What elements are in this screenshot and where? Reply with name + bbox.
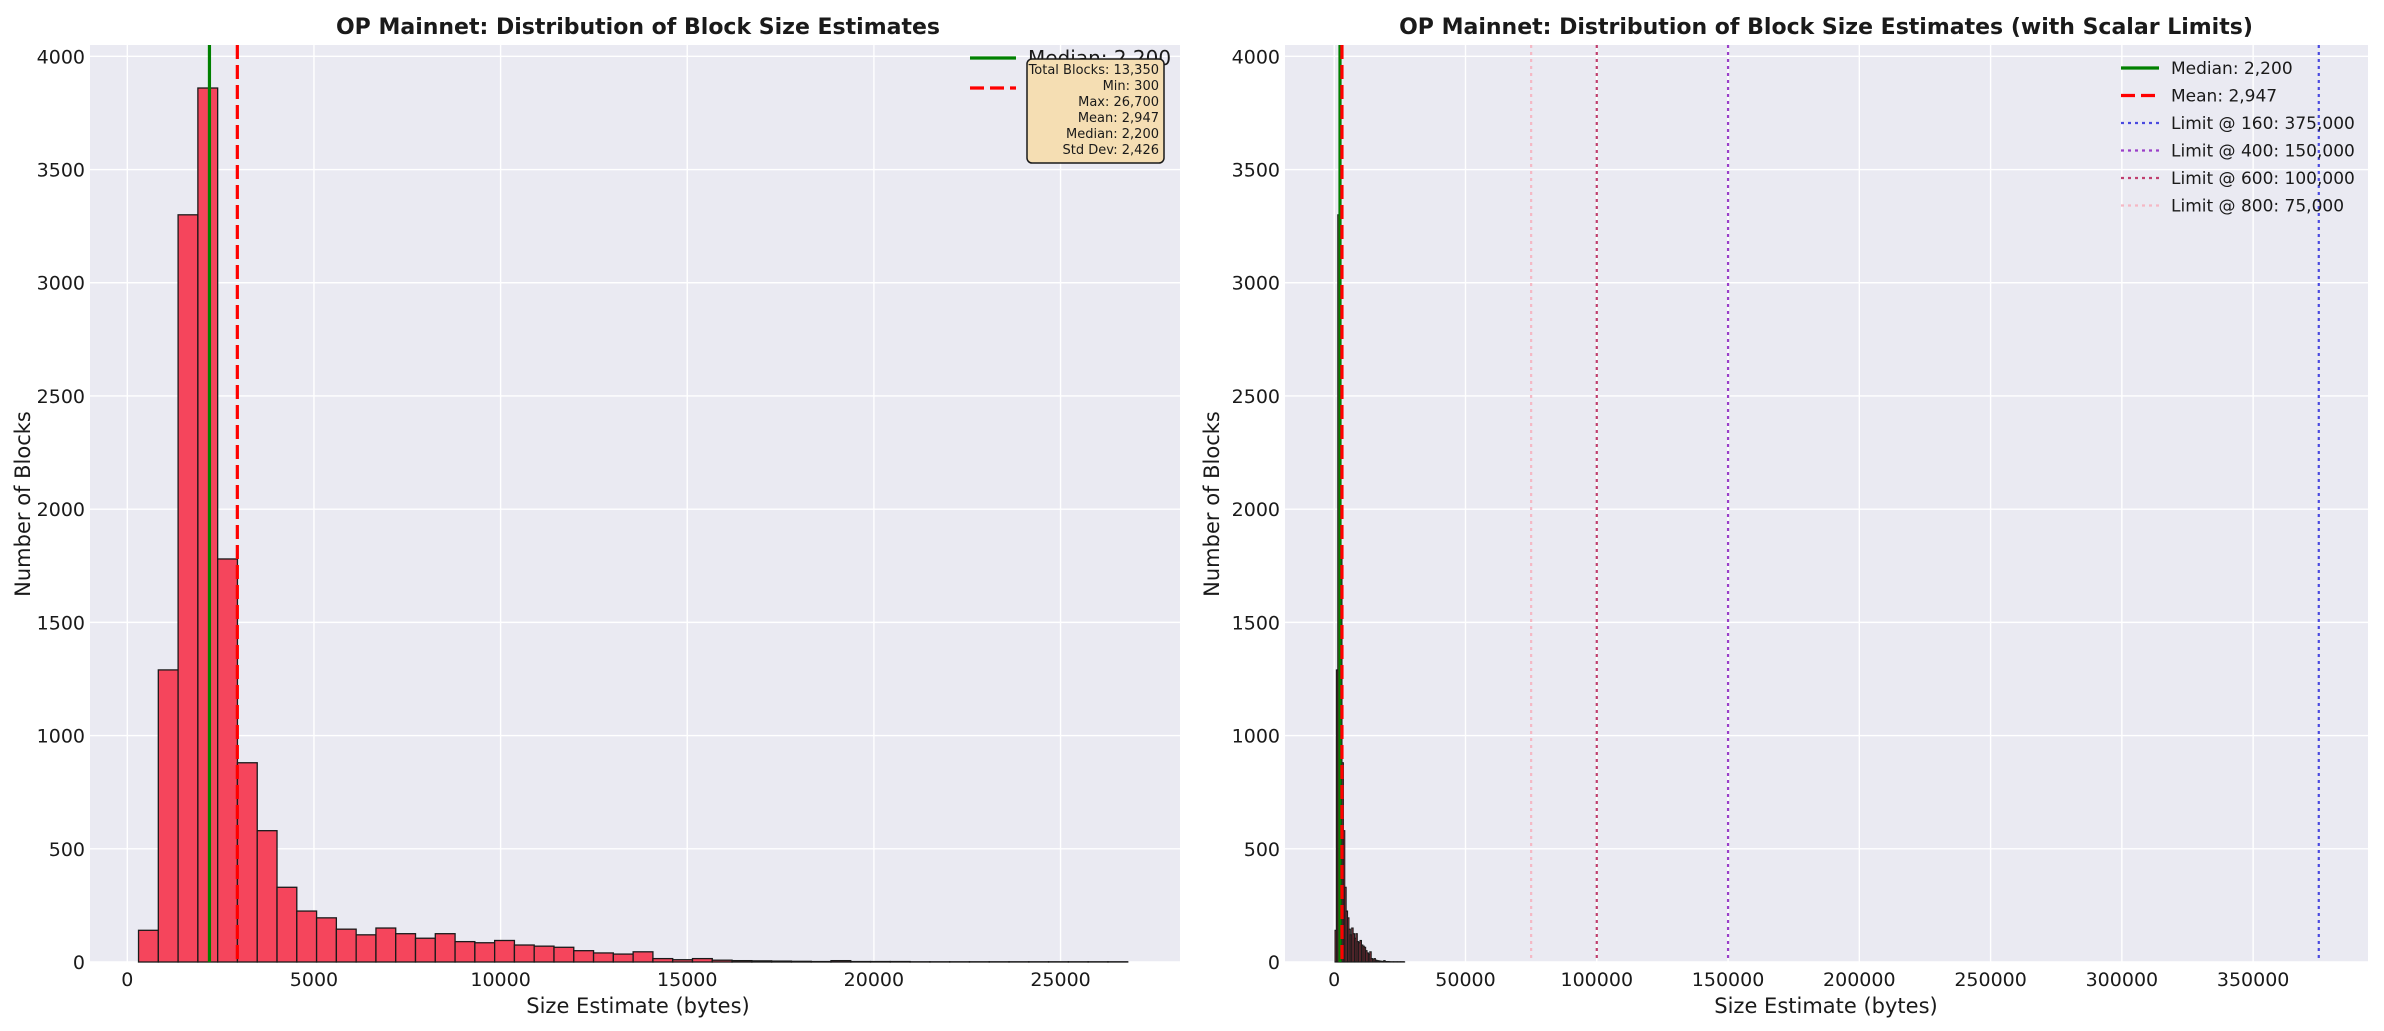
x-tick-label: 300000 <box>2086 969 2159 991</box>
stats-box-line: Min: 300 <box>1103 79 1159 94</box>
right-histogram-panel: OP Mainnet: Distribution of Block Size E… <box>1200 15 2368 1018</box>
histogram-bar <box>652 957 674 963</box>
stats-box-line: Max: 26,700 <box>1078 95 1159 110</box>
histogram-bar <box>691 957 713 963</box>
histogram-bar <box>276 886 298 963</box>
x-tick-label: 20000 <box>844 969 904 991</box>
y-tick-label: 4000 <box>37 46 85 68</box>
legend-label: Mean: 2,947 <box>2171 87 2277 107</box>
y-tick-label: 2500 <box>37 386 85 408</box>
histogram-bar <box>177 214 199 963</box>
y-tick-label: 3500 <box>1232 160 1280 182</box>
histogram-bar <box>632 951 654 963</box>
y-tick-label: 2000 <box>1232 499 1280 521</box>
right-y-axis-label: Number of Blocks <box>1200 411 1224 597</box>
y-tick-label: 2500 <box>1232 386 1280 408</box>
y-tick-label: 3000 <box>1232 273 1280 295</box>
histogram-bar <box>137 929 159 963</box>
right-legend: Median: 2,200 Mean: 2,947 Limit @ 160: 375… <box>2121 59 2355 217</box>
y-tick-label: 4000 <box>1232 46 1280 68</box>
legend-label: Median: 2,200 <box>2171 59 2293 79</box>
histogram-bar <box>493 939 516 963</box>
y-tick-label: 1500 <box>37 612 85 634</box>
stats-box-line: Total Blocks: 13,350 <box>1028 63 1159 78</box>
left-chart-title: OP Mainnet: Distribution of Block Size E… <box>336 15 940 40</box>
histogram-bar <box>731 959 753 963</box>
histogram-bar <box>1369 951 1372 963</box>
x-tick-label: 50000 <box>1435 969 1495 991</box>
y-tick-label: 0 <box>1268 952 1280 974</box>
legend-label: Limit @ 400: 150,000 <box>2171 142 2355 162</box>
x-tick-label: 350000 <box>2217 969 2290 991</box>
y-tick-label: 500 <box>49 839 85 861</box>
x-tick-label: 0 <box>1328 969 1340 991</box>
y-tick-label: 1500 <box>1232 612 1280 634</box>
y-tick-label: 1000 <box>1232 726 1280 748</box>
left-tick-labels: 0 5000 10000 15000 20000 25000 0 500 1000 1500 200… <box>37 46 1091 991</box>
histogram-bar <box>335 928 357 963</box>
histogram-bar <box>315 917 338 963</box>
histogram-bar <box>770 960 793 963</box>
histogram-bar <box>474 942 496 963</box>
left-y-axis-label: Number of Blocks <box>11 411 35 597</box>
legend-label: Limit @ 800: 75,000 <box>2171 197 2344 217</box>
x-tick-label: 100000 <box>1561 969 1634 991</box>
left-histogram-panel: OP Mainnet: Distribution of Block Size E… <box>11 15 1180 1018</box>
stats-box-line: Std Dev: 2,426 <box>1063 143 1159 158</box>
histogram-bar <box>434 933 456 963</box>
y-tick-label: 1000 <box>37 726 85 748</box>
histogram-bar <box>830 959 852 963</box>
right-x-axis-label: Size Estimate (bytes) <box>1714 994 1937 1018</box>
legend-label: Limit @ 600: 100,000 <box>2171 169 2355 189</box>
histogram-bar <box>573 950 595 963</box>
stats-box-background <box>1026 58 1165 164</box>
y-tick-label: 3000 <box>37 273 85 295</box>
histogram-bar <box>296 910 318 963</box>
histogram-bar <box>395 933 417 963</box>
legend-label: Limit @ 160: 375,000 <box>2171 114 2355 134</box>
histogram-bar <box>236 762 258 963</box>
histogram-bar <box>533 945 555 963</box>
y-tick-label: 2000 <box>37 499 85 521</box>
stats-box-line: Median: 2,200 <box>1066 127 1159 142</box>
histogram-bar <box>612 953 634 963</box>
x-tick-label: 15000 <box>657 969 717 991</box>
left-plot-background <box>90 45 1180 962</box>
histogram-bar <box>790 960 812 963</box>
y-tick-label: 0 <box>73 952 85 974</box>
histogram-bar <box>672 959 694 963</box>
histogram-bar <box>375 927 397 963</box>
histogram-bar <box>256 830 278 963</box>
histogram-bar <box>513 944 535 963</box>
histogram-bar <box>454 940 476 963</box>
histogram-bar <box>157 669 179 963</box>
left-reference-lines <box>207 45 239 962</box>
histogram-bar <box>414 937 436 963</box>
histogram-bar <box>751 960 773 963</box>
histogram-bar <box>355 934 377 963</box>
x-tick-label: 250000 <box>1954 969 2027 991</box>
stats-box-line: Mean: 2,947 <box>1078 111 1159 126</box>
x-tick-label: 25000 <box>1030 969 1090 991</box>
histogram-bar <box>592 952 614 963</box>
histogram-bar <box>711 959 733 963</box>
histogram-bar <box>553 946 575 963</box>
y-tick-label: 3500 <box>37 160 85 182</box>
x-tick-label: 150000 <box>1692 969 1765 991</box>
histogram-bar <box>197 87 219 963</box>
left-x-axis-label: Size Estimate (bytes) <box>526 994 749 1018</box>
right-chart-title: OP Mainnet: Distribution of Block Size E… <box>1399 15 2253 40</box>
x-tick-label: 200000 <box>1823 969 1896 991</box>
histogram-bar <box>217 558 239 963</box>
x-tick-label: 10000 <box>470 969 530 991</box>
y-tick-label: 500 <box>1244 839 1280 861</box>
x-tick-label: 0 <box>121 969 133 991</box>
right-tick-labels: 0 50000 100000 150000 200000 250000 300000 3500… <box>1232 46 2290 991</box>
x-tick-label: 5000 <box>290 969 338 991</box>
left-bars <box>137 87 1129 963</box>
right-reference-lines <box>1338 45 2320 962</box>
